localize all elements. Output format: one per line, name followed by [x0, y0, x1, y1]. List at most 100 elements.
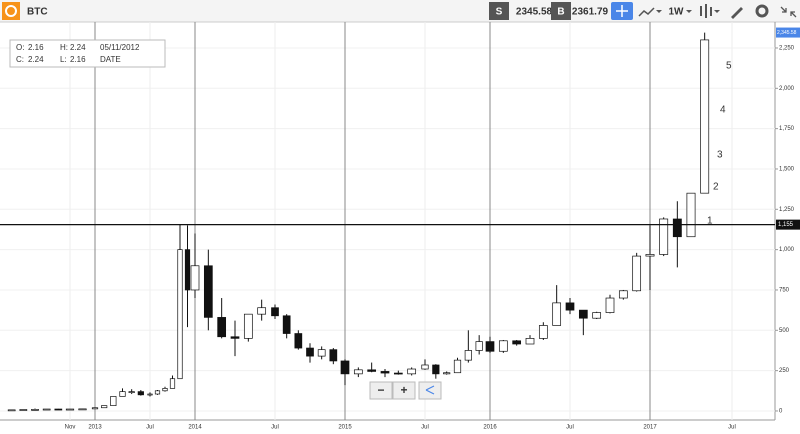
candle-body — [353, 369, 363, 375]
x-tick-label: 2013 — [88, 425, 102, 431]
coin-glyph — [5, 5, 17, 17]
info-box — [9, 39, 166, 68]
candle-body — [19, 409, 28, 411]
x-tick-label: 2016 — [483, 425, 497, 431]
info-label: DATE — [100, 55, 121, 64]
interval-button[interactable]: 1W — [669, 7, 685, 18]
candle-body — [110, 396, 117, 406]
candle-body — [306, 347, 314, 357]
settings-button[interactable] — [755, 4, 769, 18]
wave-label: 3 — [717, 150, 723, 161]
candle-body — [380, 371, 390, 374]
price-tag — [776, 27, 800, 38]
y-tick-label: 0 — [779, 409, 783, 415]
candle-body — [329, 349, 338, 362]
candle-body — [565, 302, 575, 311]
candle-body — [317, 349, 326, 357]
candle-body — [271, 307, 279, 317]
candle-body — [453, 359, 462, 374]
candle-body — [475, 341, 483, 351]
y-tick-label: 1,000 — [779, 247, 795, 253]
candle-body — [31, 409, 39, 411]
info-label: C: — [16, 55, 24, 64]
x-tick-label: 2017 — [643, 425, 657, 431]
candle-body — [592, 312, 602, 319]
candle-body — [203, 265, 213, 318]
draw-button[interactable] — [731, 7, 743, 19]
candle-body — [91, 407, 99, 410]
y-tick-label: 250 — [779, 368, 790, 374]
crosshair-icon — [616, 5, 628, 17]
candle-body — [538, 325, 548, 339]
candle-body — [700, 39, 710, 194]
toolbar — [0, 0, 800, 22]
candle-body — [128, 391, 135, 393]
info-label: H: — [60, 43, 68, 52]
zoom-in-button[interactable] — [392, 381, 416, 400]
info-value: 2.24 — [28, 55, 44, 64]
candle-body — [498, 340, 508, 352]
candle-body — [340, 360, 350, 375]
wave-label: 5 — [726, 61, 732, 72]
price-label: 2,345.58 — [777, 30, 797, 36]
zoom-out-label: − — [377, 383, 384, 397]
buy-label: B — [557, 7, 564, 18]
collapse-button[interactable] — [780, 6, 797, 18]
candle-body — [432, 364, 440, 375]
candle-body — [243, 313, 253, 339]
y-tick-label: 1,750 — [779, 126, 795, 132]
sell-button[interactable] — [489, 2, 509, 20]
candle-body — [443, 372, 451, 375]
share-button[interactable] — [418, 381, 442, 400]
info-value: 2.16 — [70, 55, 86, 64]
y-tick-label: 500 — [779, 328, 790, 334]
candle-body — [42, 408, 51, 411]
info-value: 2.16 — [28, 43, 44, 52]
x-tick-label: Jul — [566, 425, 574, 431]
candle-body — [659, 218, 669, 255]
zoom-out-button[interactable] — [369, 381, 393, 400]
candle-body — [294, 333, 303, 349]
info-label: O: — [16, 43, 24, 52]
candle-body — [618, 290, 628, 299]
x-tick-label: Jul — [271, 425, 279, 431]
candle-body — [686, 192, 696, 238]
candle-body — [632, 255, 642, 292]
candle-body — [147, 393, 153, 396]
x-tick-label: 2015 — [338, 425, 352, 431]
candle-body — [65, 408, 75, 411]
candle-body — [578, 309, 588, 319]
buy-price: 2361.79 — [572, 7, 609, 18]
candle-body — [552, 302, 562, 326]
dropdown-arrow — [686, 10, 692, 13]
plot — [0, 22, 775, 420]
sell-label: S — [496, 7, 503, 18]
candle-body — [119, 391, 126, 397]
candle-body — [464, 350, 472, 361]
candle-body — [282, 315, 291, 334]
candle-body — [367, 369, 377, 372]
candle-body — [407, 368, 417, 375]
candle-body — [393, 372, 403, 375]
candle-body — [190, 265, 200, 291]
y-tick-label: 1,250 — [779, 207, 795, 213]
candle-style-button[interactable] — [700, 4, 712, 18]
symbol: BTC — [27, 7, 48, 18]
info-value: 2.24 — [70, 43, 86, 52]
candle-body — [217, 317, 227, 338]
coin-icon — [2, 2, 20, 20]
buy-button[interactable] — [551, 2, 571, 20]
x-tick-label: Jul — [421, 425, 429, 431]
candle-body — [605, 297, 615, 313]
info-value: 05/11/2012 — [100, 43, 140, 52]
candle-body — [184, 249, 191, 291]
dropdown-arrow — [714, 10, 720, 13]
candle-body — [512, 340, 522, 345]
x-tick-label: Nov — [65, 425, 76, 431]
chart-type-button[interactable] — [638, 7, 655, 17]
y-tick-label: 2,250 — [779, 46, 795, 52]
x-tick-label: Jul — [146, 425, 154, 431]
candle-body — [525, 338, 535, 345]
candle-body — [101, 405, 108, 409]
